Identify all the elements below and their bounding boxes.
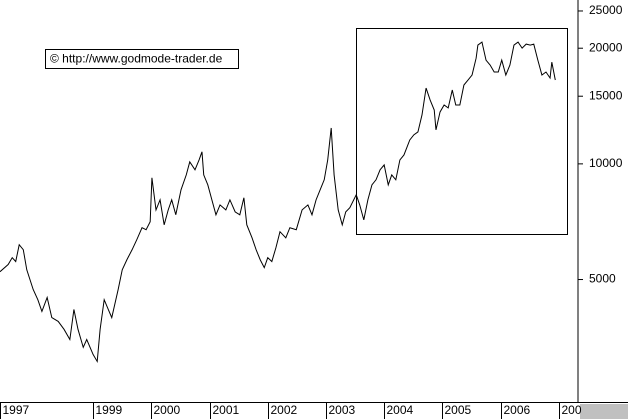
- x-tick-label: 2004: [387, 403, 414, 417]
- y-tick-label: 5000: [589, 272, 616, 286]
- price-line: [0, 41, 556, 364]
- x-tick-label: 2003: [329, 403, 356, 417]
- x-tick-label: 2000: [154, 403, 181, 417]
- x-tick-label: 200: [562, 403, 582, 417]
- highlight-box: [356, 28, 568, 235]
- x-tick-label: 2002: [271, 403, 298, 417]
- y-tick-label: 10000: [589, 156, 623, 170]
- annotation-box: [45, 49, 239, 69]
- y-tick-label: 20000: [589, 40, 623, 54]
- corner-box: [580, 404, 628, 419]
- x-tick-label: 2005: [445, 403, 472, 417]
- x-tick-label: 2001: [213, 403, 240, 417]
- y-tick-label: 15000: [589, 88, 623, 102]
- x-tick-label: 1997: [3, 403, 30, 417]
- x-tick-label: 1999: [96, 403, 123, 417]
- x-tick-label: 2006: [504, 403, 531, 417]
- y-tick-label: 25000: [589, 3, 623, 17]
- annotation: © http://www.godmode-trader.de: [50, 52, 223, 66]
